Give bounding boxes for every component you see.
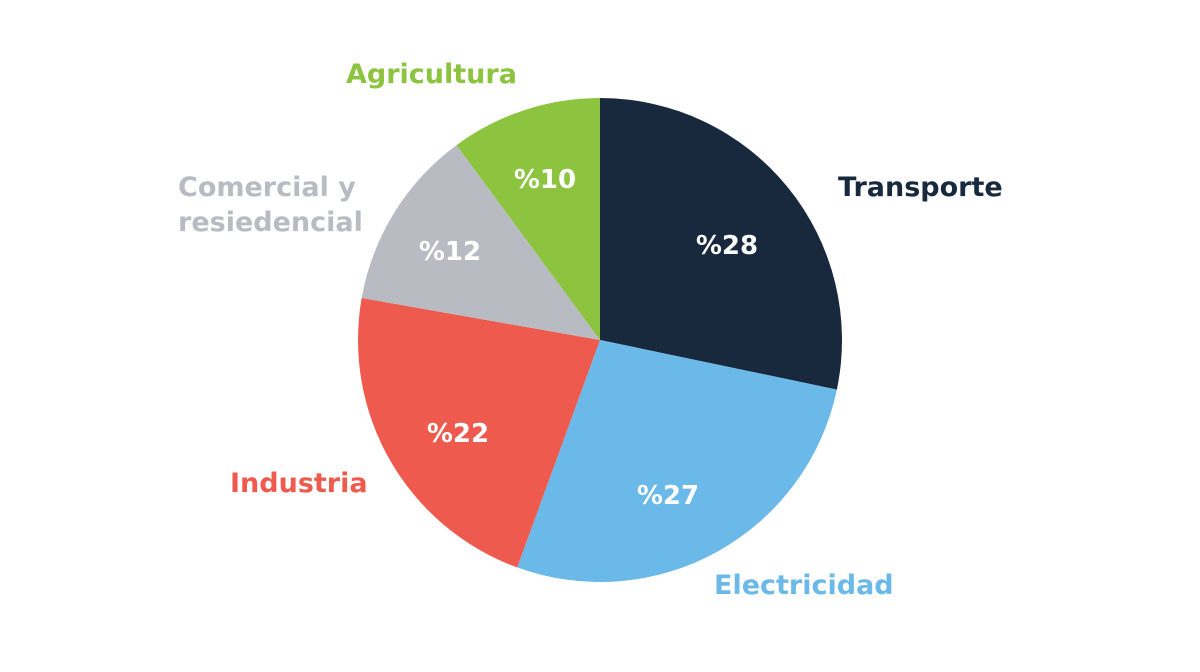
label-industria: Industria (230, 468, 368, 499)
slice-value-transporte: %28 (695, 231, 759, 261)
label-comercial-line2: resiedencial (178, 207, 363, 238)
label-transporte: Transporte (838, 172, 1003, 203)
label-comercial-line1: Comercial y (178, 172, 356, 203)
label-agricultura: Agricultura (346, 59, 517, 90)
pie-slice-industria (357, 297, 600, 568)
pie-slice-transporte (600, 98, 842, 390)
pie-slice-comercial (361, 145, 600, 340)
label-electricidad: Electricidad (714, 570, 894, 601)
slice-value-industria: %22 (426, 419, 490, 449)
slice-value-comercial: %12 (418, 237, 482, 267)
pie-slice-agricultura (456, 98, 600, 340)
pie-slice-electricidad (517, 340, 837, 582)
slice-value-agricultura: %10 (513, 165, 577, 195)
slice-value-electricidad: %27 (636, 481, 700, 511)
